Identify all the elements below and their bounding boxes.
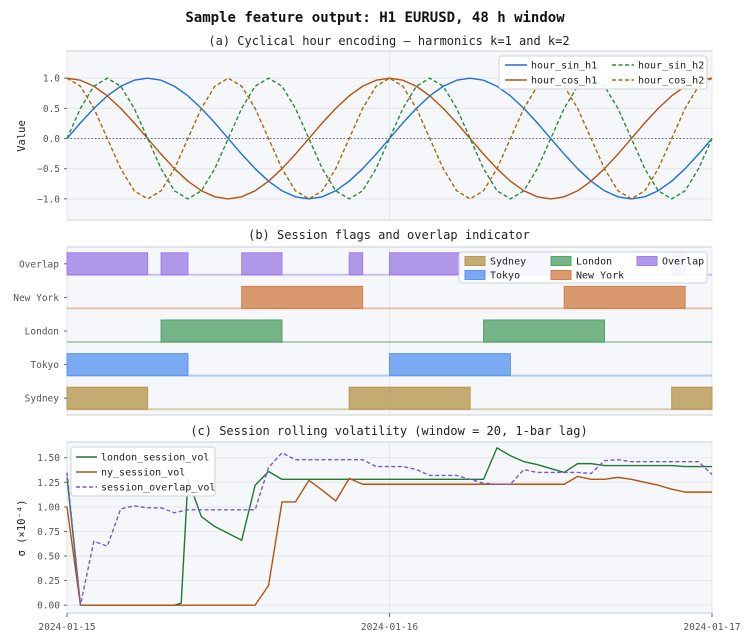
panel-b-row-labels: Overlap New York London Tokyo Sydney [13, 259, 67, 405]
session-bar-sydney [671, 386, 713, 410]
y-tick-label: 1.0 [43, 74, 60, 85]
session-bar-tokyo [66, 353, 189, 377]
legend-swatch-overlap [636, 256, 658, 266]
y-tick-label: 1.00 [37, 502, 60, 513]
x-tick-label: 2024-01-15 [38, 622, 95, 633]
legend-label: hour_cos_h2 [638, 76, 704, 87]
y-tick-label: 0.75 [37, 527, 60, 538]
legend-box [498, 55, 708, 90]
panel-b-legend: Sydney Tokyo London New York Overlap [458, 251, 708, 284]
panel-a: (a) Cyclical hour encoding — harmonics k… [16, 34, 713, 221]
y-tick-label: −1.0 [37, 194, 60, 205]
panel-b-title: (b) Session flags and overlap indicator [248, 228, 530, 242]
row-label: London [25, 327, 59, 338]
row-label: New York [13, 293, 59, 304]
series-line-hour_sin_h1 [66, 77, 713, 200]
y-tick-label: 0.25 [37, 576, 60, 587]
y-tick-label: 0.00 [37, 601, 60, 612]
panel-c: (c) Session rolling volatility (window =… [16, 424, 741, 633]
panel-b: (b) Session flags and overlap indicator … [13, 228, 713, 416]
panel-a-y-label: Value [16, 120, 28, 152]
row-label: Sydney [25, 394, 60, 405]
legend-swatch-new-york [550, 270, 572, 280]
session-bar-overlap [66, 252, 149, 276]
legend-label: Sydney [490, 257, 526, 268]
x-tick-label: 2024-01-17 [683, 622, 740, 633]
legend-label: London [576, 257, 612, 268]
panel-b-session-bars [66, 252, 713, 411]
session-bar-sydney [348, 386, 471, 410]
row-label: Tokyo [30, 360, 59, 371]
session-bar-sydney [66, 386, 149, 410]
session-bar-london [483, 319, 605, 343]
legend-label: New York [576, 271, 624, 282]
legend-swatch-tokyo [464, 270, 486, 280]
legend-label: session_overlap_vol [101, 483, 215, 494]
session-bar-tokyo [389, 353, 511, 377]
panel-c-series [66, 447, 713, 606]
series-line-hour_cos_h2 [66, 77, 713, 200]
legend-label: ny_session_vol [101, 468, 185, 479]
session-bar-overlap [348, 252, 364, 276]
legend-label: hour_sin_h2 [638, 61, 704, 72]
panel-c-title: (c) Session rolling volatility (window =… [190, 424, 587, 438]
legend-label: Tokyo [490, 271, 520, 282]
row-label: Overlap [19, 259, 59, 270]
figure-title: Sample feature output: H1 EURUSD, 48 h w… [185, 10, 565, 26]
session-bar-new-york [563, 285, 686, 309]
legend-swatch-london [550, 256, 572, 266]
y-tick-label: −0.5 [37, 164, 60, 175]
legend-label: hour_cos_h1 [531, 76, 597, 87]
panel-a-legend: hour_sin_h1 hour_cos_h1 hour_sin_h2 hour_co… [498, 55, 708, 90]
series-line-ny_session_vol [66, 475, 712, 606]
y-tick-label: 0.50 [37, 552, 60, 563]
session-bar-london [160, 319, 283, 343]
x-axis-ticks: 2024-01-15 2024-01-16 2024-01-17 [38, 613, 741, 633]
session-bar-overlap [241, 252, 283, 276]
y-tick-label: 0.5 [43, 104, 60, 115]
y-tick-label: 0.0 [43, 134, 60, 145]
legend-swatch-sydney [464, 256, 486, 266]
legend-box [70, 446, 216, 497]
panel-c-legend: london_session_vol ny_session_vol session_… [70, 446, 216, 497]
session-bar-overlap [160, 252, 189, 276]
y-tick-label: 1.25 [37, 478, 60, 489]
legend-label: hour_sin_h1 [531, 61, 597, 72]
panel-c-y-label: σ (×10⁻⁴) [16, 500, 28, 557]
legend-label: london_session_vol [101, 453, 209, 464]
panel-c-y-ticks: 0.00 0.25 0.50 0.75 1.00 1.25 1.50 [37, 453, 67, 612]
y-tick-label: 1.50 [37, 453, 60, 464]
session-bar-new-york [241, 285, 364, 309]
panel-a-title: (a) Cyclical hour encoding — harmonics k… [208, 34, 569, 48]
x-tick-label: 2024-01-16 [361, 622, 418, 633]
series-line-session_overlap_vol [66, 452, 713, 606]
legend-label: Overlap [662, 257, 704, 268]
panel-a-y-ticks: 1.0 0.5 0.0 −0.5 −1.0 [37, 74, 67, 205]
